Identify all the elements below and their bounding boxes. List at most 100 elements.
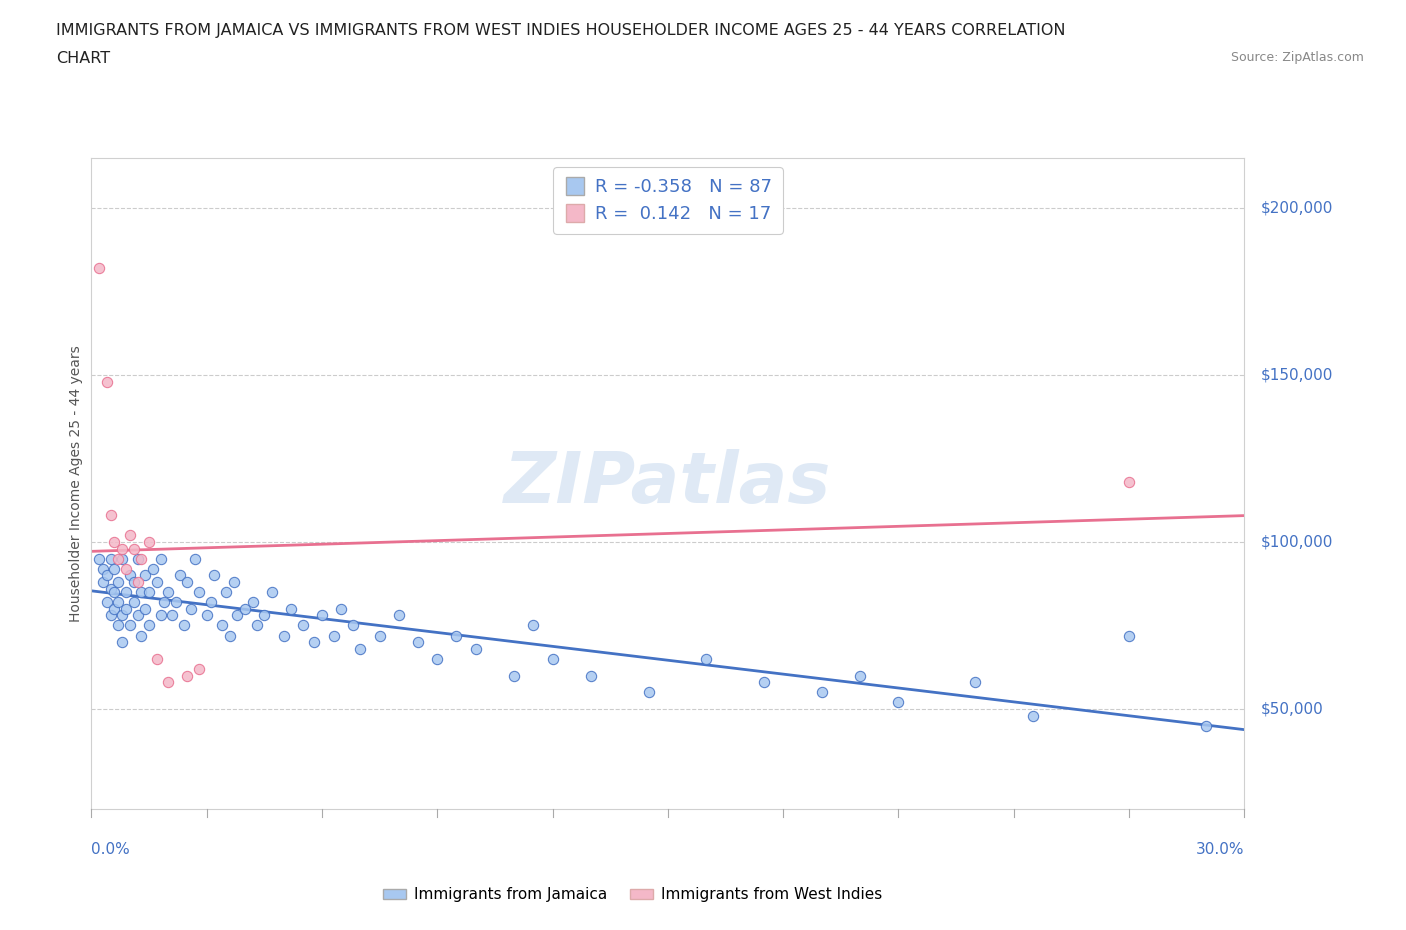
Point <box>103 562 125 577</box>
Text: 30.0%: 30.0% <box>1197 842 1244 857</box>
Point <box>180 602 202 617</box>
Point <box>134 602 156 617</box>
Point <box>134 568 156 583</box>
Point <box>111 635 134 650</box>
Point <box>200 594 222 609</box>
Point <box>388 608 411 623</box>
Point <box>138 585 160 600</box>
Point <box>368 628 391 643</box>
Point <box>157 675 180 690</box>
Point <box>131 628 153 643</box>
Point <box>233 602 256 617</box>
Text: 0.0%: 0.0% <box>91 842 131 857</box>
Point <box>127 608 149 623</box>
Point <box>145 575 167 590</box>
Point <box>100 581 122 596</box>
Point <box>127 551 149 566</box>
Point <box>100 608 122 623</box>
Point <box>579 668 602 683</box>
Point <box>242 594 264 609</box>
Point <box>965 675 987 690</box>
Point <box>103 585 125 600</box>
Point <box>522 618 544 633</box>
Point <box>280 602 302 617</box>
Point <box>188 585 211 600</box>
Point <box>107 618 129 633</box>
Text: CHART: CHART <box>56 51 110 66</box>
Text: $50,000: $50,000 <box>1261 701 1324 716</box>
Point <box>202 568 225 583</box>
Point <box>118 618 141 633</box>
Point <box>122 541 145 556</box>
Point <box>695 651 717 666</box>
Point <box>87 551 110 566</box>
Point <box>160 608 183 623</box>
Point <box>188 661 211 676</box>
Text: Source: ZipAtlas.com: Source: ZipAtlas.com <box>1230 51 1364 64</box>
Point <box>211 618 233 633</box>
Point <box>107 575 129 590</box>
Point <box>464 642 486 657</box>
Point <box>122 575 145 590</box>
Point <box>149 608 172 623</box>
Point <box>176 575 198 590</box>
Point <box>111 608 134 623</box>
Point <box>107 594 129 609</box>
Point <box>195 608 218 623</box>
Point <box>260 585 283 600</box>
Point <box>887 695 910 710</box>
Point <box>222 575 245 590</box>
Point <box>100 508 122 523</box>
Point <box>111 541 134 556</box>
Point <box>1022 708 1045 723</box>
Point <box>503 668 526 683</box>
Point <box>184 551 207 566</box>
Point <box>115 585 138 600</box>
Point <box>107 551 129 566</box>
Point <box>145 651 167 666</box>
Point <box>176 668 198 683</box>
Y-axis label: Householder Income Ages 25 - 44 years: Householder Income Ages 25 - 44 years <box>69 345 83 622</box>
Point <box>330 602 353 617</box>
Point <box>322 628 344 643</box>
Point <box>96 375 118 390</box>
Legend: Immigrants from Jamaica, Immigrants from West Indies: Immigrants from Jamaica, Immigrants from… <box>377 882 889 909</box>
Point <box>810 684 832 699</box>
Point <box>446 628 468 643</box>
Text: IMMIGRANTS FROM JAMAICA VS IMMIGRANTS FROM WEST INDIES HOUSEHOLDER INCOME AGES 2: IMMIGRANTS FROM JAMAICA VS IMMIGRANTS FR… <box>56 23 1066 38</box>
Point <box>173 618 195 633</box>
Point <box>115 562 138 577</box>
Point <box>131 585 153 600</box>
Point <box>752 675 775 690</box>
Point <box>246 618 269 633</box>
Point <box>91 575 114 590</box>
Text: $100,000: $100,000 <box>1261 535 1333 550</box>
Point <box>96 594 118 609</box>
Point <box>1195 718 1218 733</box>
Point <box>118 528 141 543</box>
Point <box>342 618 364 633</box>
Point <box>118 568 141 583</box>
Point <box>273 628 295 643</box>
Point <box>226 608 249 623</box>
Point <box>215 585 238 600</box>
Point <box>96 568 118 583</box>
Point <box>291 618 314 633</box>
Point <box>138 618 160 633</box>
Point <box>138 535 160 550</box>
Point <box>103 535 125 550</box>
Point <box>131 551 153 566</box>
Legend: R = -0.358   N = 87, R =  0.142   N = 17: R = -0.358 N = 87, R = 0.142 N = 17 <box>553 167 783 233</box>
Point <box>169 568 191 583</box>
Point <box>1118 474 1140 489</box>
Text: ZIPatlas: ZIPatlas <box>505 449 831 518</box>
Point <box>637 684 659 699</box>
Point <box>111 551 134 566</box>
Point <box>149 551 172 566</box>
Point <box>253 608 276 623</box>
Point <box>103 602 125 617</box>
Point <box>311 608 333 623</box>
Point <box>406 635 429 650</box>
Point <box>122 594 145 609</box>
Point <box>153 594 176 609</box>
